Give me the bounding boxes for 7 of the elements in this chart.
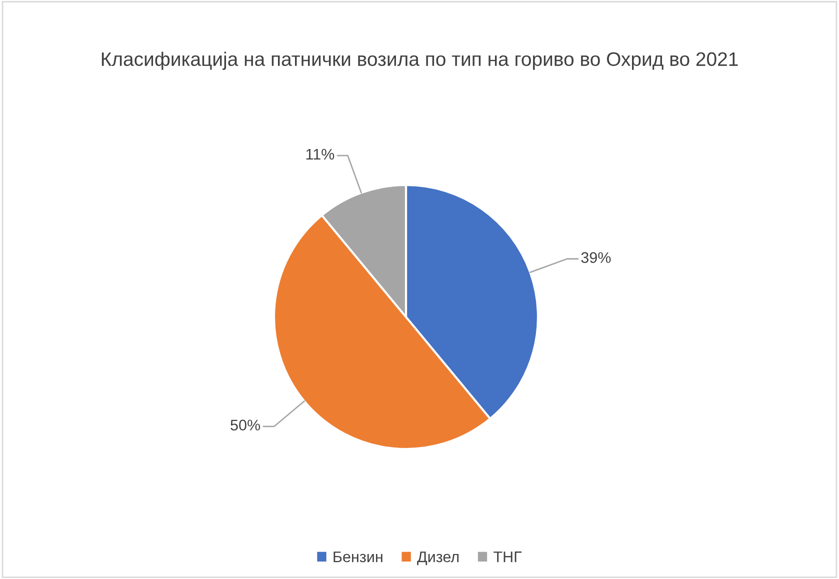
- data-label: 39%: [581, 252, 611, 263]
- data-label: 50%: [230, 420, 260, 430]
- legend-label: ТНГ: [494, 552, 522, 562]
- legend-label: Бензин: [334, 552, 382, 562]
- chart-title: Класификација на патнички возила по тип на гориво во Охрид во 2021: [102, 52, 738, 70]
- legend-label: Дизел: [417, 552, 459, 566]
- data-label: 11%: [306, 148, 334, 160]
